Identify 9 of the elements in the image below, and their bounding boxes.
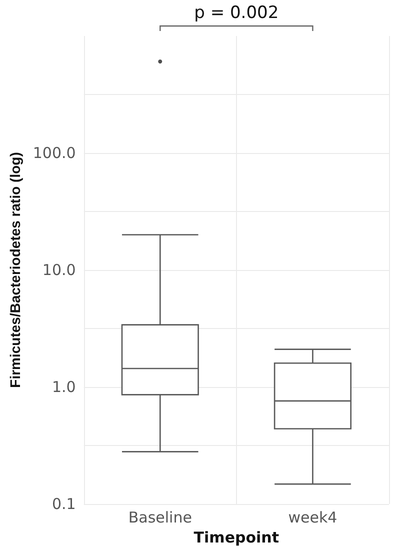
text: p = 0.002	[194, 3, 279, 23]
y-tick-label: 1.0	[52, 378, 76, 396]
y-tick-label: 100.0	[32, 144, 76, 162]
y-axis-title: Firmicutes/Bacteriodetes ratio (log)	[7, 152, 23, 388]
x-tick-label: week4	[288, 508, 338, 526]
y-tick-label: 10.0	[42, 261, 76, 279]
x-tick-label: Baseline	[128, 508, 192, 526]
y-tick-label: 0.1	[52, 495, 76, 513]
x-axis-title: Timepoint	[194, 528, 280, 546]
